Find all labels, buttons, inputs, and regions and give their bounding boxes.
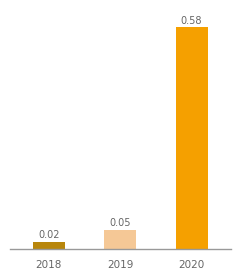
Text: 0.02: 0.02	[38, 230, 60, 240]
Bar	[33, 242, 65, 249]
Text: 0.58: 0.58	[181, 16, 202, 25]
Bar	[176, 27, 208, 249]
Text: 0.05: 0.05	[109, 218, 131, 228]
Bar	[104, 230, 136, 249]
